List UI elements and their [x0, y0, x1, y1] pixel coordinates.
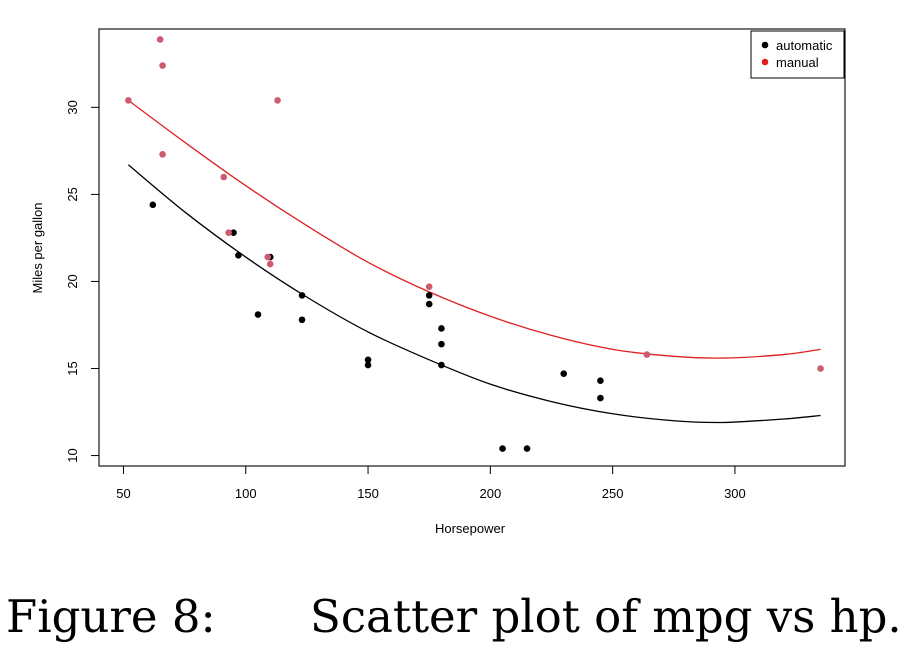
figure-caption-text: Scatter plot of mpg vs hp.: [310, 590, 902, 643]
point-automatic: [230, 229, 237, 237]
point-automatic: [438, 361, 445, 369]
point-automatic: [298, 292, 306, 299]
y-tick-label: 30: [65, 100, 80, 114]
point-automatic: [523, 445, 531, 452]
y-tick-label: 25: [65, 187, 80, 201]
point-manual: [817, 365, 824, 372]
point-automatic: [597, 377, 604, 384]
legend: automatic manual: [750, 30, 845, 79]
point-manual: [159, 151, 166, 158]
x-tick-label: 300: [724, 486, 746, 501]
legend-marker-automatic: [761, 41, 769, 49]
plot-area: [98, 28, 846, 467]
x-tick-label: 150: [357, 486, 379, 501]
y-tick-label: 10: [65, 448, 80, 462]
point-automatic: [560, 370, 568, 378]
figure-caption-label: Figure 8:: [6, 590, 216, 643]
point-manual: [264, 253, 272, 261]
plot-frame: [98, 28, 846, 467]
point-manual: [225, 229, 232, 237]
x-axis-label: Horsepower: [435, 521, 506, 536]
fit-curve-manual: [127, 99, 821, 359]
point-manual: [220, 173, 228, 181]
point-automatic: [438, 340, 445, 348]
point-manual: [643, 351, 651, 358]
figure-caption: Figure 8: Scatter plot of mpg vs hp.: [6, 590, 902, 643]
point-manual: [156, 36, 164, 43]
scatter-points: [125, 36, 824, 452]
point-manual: [125, 97, 132, 104]
x-tick-label: 50: [116, 486, 130, 501]
y-tick-label: 15: [65, 361, 80, 375]
point-automatic: [149, 201, 157, 209]
x-tick-label: 200: [479, 486, 501, 501]
fit-curves: [127, 99, 821, 424]
x-tick-label: 250: [602, 486, 624, 501]
legend-label-manual: manual: [776, 55, 819, 70]
point-automatic: [597, 394, 604, 402]
legend-label-automatic: automatic: [776, 38, 833, 53]
x-axis: 50 100 150 200 250 300: [116, 465, 746, 501]
point-automatic: [438, 325, 445, 332]
point-automatic: [298, 316, 306, 324]
point-automatic: [364, 356, 372, 364]
y-tick-label: 20: [65, 274, 80, 288]
point-automatic: [499, 445, 506, 452]
point-manual: [274, 97, 281, 104]
point-automatic: [235, 252, 242, 259]
point-manual: [425, 283, 433, 290]
point-automatic: [425, 300, 433, 308]
y-axis: 10 15 20 25 30: [65, 100, 100, 463]
point-manual: [159, 62, 166, 69]
point-manual: [266, 260, 274, 268]
x-tick-label: 100: [235, 486, 257, 501]
point-automatic: [254, 311, 262, 318]
fit-curve-automatic: [127, 164, 821, 424]
point-automatic: [364, 361, 372, 369]
legend-marker-manual: [761, 58, 769, 66]
legend-box: [750, 30, 845, 79]
point-automatic: [425, 292, 433, 299]
y-axis-label: Miles per gallon: [30, 202, 45, 293]
